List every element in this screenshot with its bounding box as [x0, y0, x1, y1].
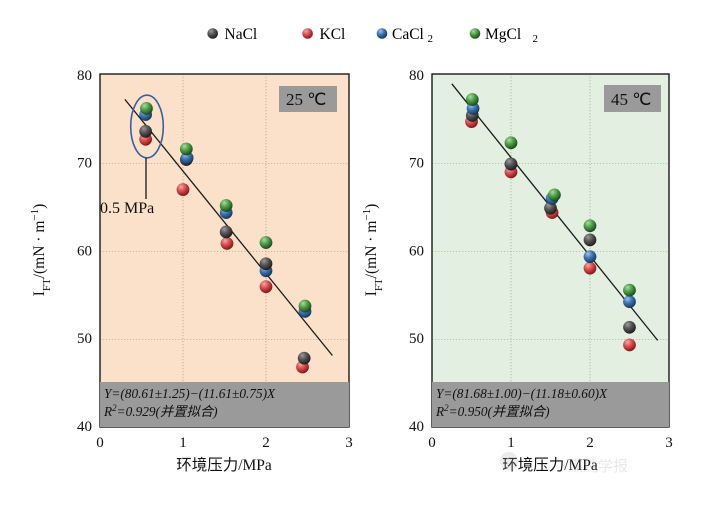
svg-text:25 ℃: 25 ℃: [286, 90, 326, 109]
svg-text:R2=0.950(并置拟合): R2=0.950(并置拟合): [435, 403, 550, 419]
svg-text:0: 0: [428, 435, 436, 451]
svg-text:80: 80: [409, 68, 424, 84]
svg-text:Y=(80.61±1.25)−(11.61±0.75)X: Y=(80.61±1.25)−(11.61±0.75)X: [104, 386, 276, 401]
svg-text:80: 80: [77, 68, 92, 84]
svg-text:CaCl: CaCl: [392, 26, 424, 43]
svg-text:R2=0.929(并置拟合): R2=0.929(并置拟合): [103, 403, 218, 419]
svg-text:环境压力/MPa: 环境压力/MPa: [176, 455, 272, 474]
svg-text:40: 40: [409, 419, 424, 435]
svg-text:NaCl: NaCl: [225, 26, 258, 43]
svg-text:1: 1: [179, 435, 187, 451]
svg-text:70: 70: [77, 156, 92, 172]
svg-text:1: 1: [507, 435, 515, 451]
svg-text:煤炖学报: 煤炖学报: [568, 458, 628, 475]
svg-text:Y=(81.68±1.00)−(11.18±0.60)X: Y=(81.68±1.00)−(11.18±0.60)X: [436, 386, 608, 401]
svg-text:2: 2: [586, 435, 594, 451]
svg-text:3: 3: [345, 435, 353, 451]
svg-text:60: 60: [77, 244, 92, 260]
svg-text:40: 40: [77, 419, 92, 435]
svg-text:45 ℃: 45 ℃: [611, 90, 651, 109]
svg-text:KCl: KCl: [320, 26, 346, 43]
svg-text:2: 2: [262, 435, 270, 451]
svg-text:2: 2: [428, 33, 434, 45]
svg-text:IFT/(mN · m−1): IFT/(mN · m−1): [361, 204, 385, 297]
svg-text:3: 3: [665, 435, 673, 451]
svg-text:70: 70: [409, 156, 424, 172]
svg-text:MgCl: MgCl: [485, 26, 521, 43]
svg-text:2: 2: [533, 33, 539, 45]
svg-text:50: 50: [77, 331, 92, 347]
svg-text:0.5 MPa: 0.5 MPa: [100, 200, 154, 217]
svg-text:0: 0: [96, 435, 104, 451]
svg-text:50: 50: [409, 331, 424, 347]
svg-text:IFT/(mN · m−1): IFT/(mN · m−1): [29, 204, 53, 297]
svg-text:60: 60: [409, 244, 424, 260]
